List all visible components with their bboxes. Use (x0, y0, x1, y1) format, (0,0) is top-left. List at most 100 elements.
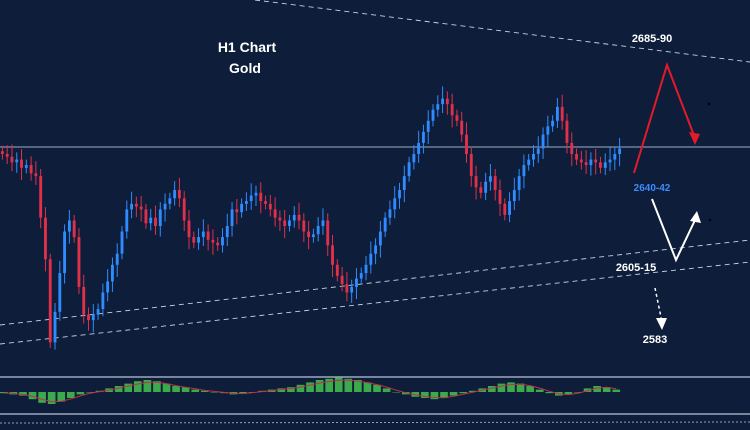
macd-bar (114, 386, 123, 392)
macd-bar (153, 381, 161, 392)
candle-body (192, 237, 196, 243)
chart-subtitle: Gold (229, 60, 261, 76)
macd-bar (66, 392, 75, 398)
macd-bar (468, 390, 477, 392)
macd-bar (440, 392, 448, 398)
macd-signal-line (3, 379, 617, 403)
candle-body (67, 220, 71, 232)
candle-body (455, 115, 459, 121)
macd-bar (306, 382, 314, 392)
macd-bar (497, 383, 506, 392)
candle-body (91, 314, 95, 321)
candle-body (130, 203, 134, 210)
candle-body (77, 237, 81, 287)
candle-body (106, 281, 110, 293)
candle-body (488, 176, 492, 182)
candle-body (201, 231, 205, 238)
candle-body (216, 242, 220, 246)
candle-body (589, 159, 593, 166)
candle-body (187, 220, 191, 238)
down-arrow-head (656, 318, 667, 330)
macd-bar (287, 387, 295, 392)
macd-bar (143, 380, 152, 392)
candle-body (603, 162, 607, 168)
candle-body (177, 190, 181, 199)
macd-bar (382, 388, 391, 392)
candle-body (326, 220, 330, 246)
macd-bar (277, 388, 286, 392)
candle-body (316, 226, 320, 235)
candle-body (355, 278, 358, 287)
candle-body (331, 245, 334, 265)
macd-bar (449, 392, 458, 396)
candle-body (254, 192, 258, 196)
macd-bar (421, 392, 429, 398)
macd-bar (363, 382, 372, 392)
candle-body (249, 195, 253, 202)
candle-body (149, 217, 153, 224)
candle-body (144, 209, 148, 224)
bearish-arrow-head-up (690, 211, 701, 223)
candle-body (206, 231, 210, 240)
candle-body (517, 176, 521, 190)
macd-bar (373, 384, 381, 392)
macd-bar (334, 377, 343, 392)
candle-body (273, 209, 277, 218)
candle-body (546, 126, 550, 135)
candle-body (244, 201, 248, 204)
candle-body (512, 190, 516, 202)
candle-body (426, 120, 430, 132)
candle-body (536, 148, 540, 154)
candle-body (0, 151, 4, 154)
candle-body (154, 217, 157, 226)
candle-body (34, 173, 38, 177)
candle-body (522, 165, 526, 177)
candle-body (302, 220, 306, 232)
candle-body (350, 286, 354, 293)
candle-body (445, 98, 449, 105)
macd-bar (315, 380, 324, 392)
candle-body (259, 192, 263, 202)
candle-body (555, 106, 559, 121)
candle-body (364, 264, 368, 274)
target-low-label: 2583 (643, 334, 667, 346)
candle-body (565, 120, 569, 143)
candle-body (168, 198, 172, 204)
candle-body (407, 162, 411, 177)
macd-bar (583, 388, 592, 392)
macd-bar (172, 386, 180, 392)
macd-bar (296, 384, 305, 392)
candle-body (101, 292, 105, 310)
support-label: 2605-15 (616, 262, 656, 274)
macd-bar (325, 378, 334, 392)
resistance-label: 2640-42 (634, 183, 671, 194)
candle-body (221, 237, 224, 246)
candle-body (240, 203, 244, 213)
macd-bar (124, 383, 133, 392)
candle-body (311, 234, 315, 238)
macd-bar (19, 392, 27, 396)
candle-body (173, 190, 177, 199)
macd-bar (545, 392, 554, 394)
macd-bar (191, 389, 200, 392)
candle-body (450, 104, 454, 116)
candle-body (182, 198, 186, 221)
macd-bar (392, 392, 400, 393)
bearish-arrow-path (651, 198, 697, 263)
candle-body (479, 187, 483, 193)
candle-body (431, 109, 435, 121)
macd-bar (47, 392, 56, 404)
macd-bar (57, 392, 66, 402)
candle-body (584, 162, 588, 166)
macd-bar (488, 386, 496, 392)
candle-body (422, 131, 425, 143)
candle-body (134, 203, 138, 207)
candle-body (493, 176, 497, 190)
macd-bar (593, 386, 601, 392)
candle-body (87, 314, 90, 321)
bullish-arrow-path (633, 61, 696, 174)
macd-bar (239, 392, 247, 394)
candle-body (96, 309, 100, 315)
candle-body (532, 154, 535, 160)
